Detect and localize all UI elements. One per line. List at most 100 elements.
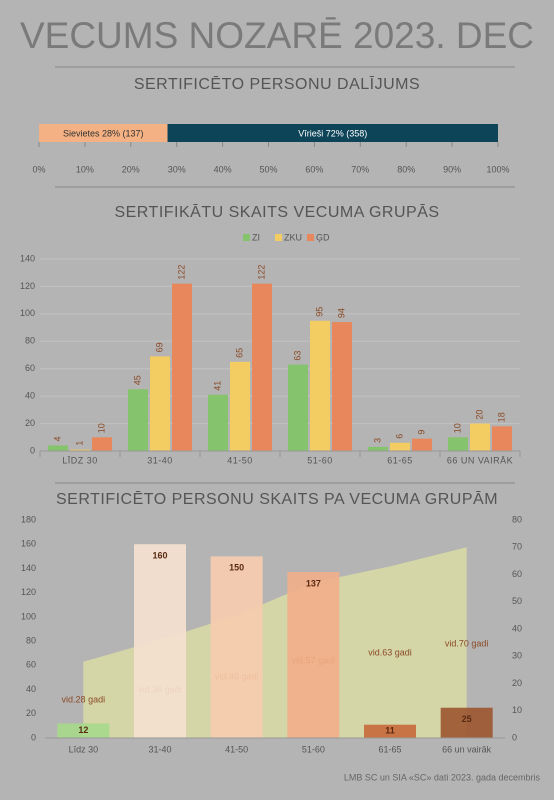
legend-label: ĢD: [316, 232, 330, 242]
segment-label: Sievietes 28% (137): [63, 128, 144, 138]
bar: [92, 437, 112, 451]
data-label: 10: [96, 423, 106, 433]
x-tick-label: 31-40: [147, 455, 173, 465]
y-tick-label: 80: [26, 635, 36, 645]
chart-title: SERTIFICĒTO PERSONU DALĪJUMS: [134, 75, 420, 93]
y2-tick-label: 70: [512, 542, 522, 552]
area-label: vid.28 gadi: [62, 694, 106, 704]
bar-segment: [167, 124, 498, 142]
x-tick-label: 50%: [259, 164, 277, 174]
bar: [310, 320, 330, 451]
y2-tick-label: 30: [512, 651, 522, 661]
y-tick-label: 140: [20, 253, 35, 263]
x-tick-label: 0%: [32, 164, 45, 174]
bar: [70, 449, 90, 451]
y-tick-label: 120: [20, 281, 35, 291]
x-tick-label: LĪDZ 30: [62, 455, 98, 465]
x-tick-label: 70%: [351, 164, 369, 174]
x-tick-label: 31-40: [148, 744, 171, 754]
y2-tick-label: 60: [512, 569, 522, 579]
legend-label: ZKU: [284, 232, 302, 242]
y2-tick-label: 10: [512, 705, 522, 715]
bar: [210, 556, 263, 738]
data-label: 25: [462, 714, 472, 724]
y-tick-label: 120: [21, 587, 36, 597]
x-tick-label: 90%: [443, 164, 461, 174]
y-tick-label: 100: [20, 308, 35, 318]
x-tick-label: 80%: [397, 164, 415, 174]
x-tick-label: 41-50: [227, 455, 253, 465]
bar: [208, 394, 228, 451]
bar: [412, 438, 432, 451]
legend-swatch: [307, 234, 314, 241]
y2-tick-label: 80: [512, 514, 522, 524]
y-tick-label: 20: [25, 418, 35, 428]
data-label: 3: [372, 438, 382, 443]
y-tick-label: 0: [31, 732, 36, 742]
y-tick-label: 140: [21, 563, 36, 573]
data-label: 10: [452, 423, 462, 433]
y2-tick-label: 20: [512, 678, 522, 688]
x-tick-label: 20%: [122, 164, 140, 174]
legend-swatch: [243, 234, 250, 241]
data-label: 95: [314, 307, 324, 317]
data-label: 18: [496, 412, 506, 422]
y-tick-label: 60: [26, 660, 36, 670]
data-label: 150: [229, 563, 244, 573]
data-label: 1: [74, 441, 84, 446]
data-label: 65: [234, 348, 244, 358]
bar: [172, 283, 192, 451]
data-label: 137: [306, 578, 321, 588]
area-label: vid.63 gadi: [368, 647, 412, 657]
x-tick-label: 66 un vairāk: [442, 744, 492, 754]
y2-tick-label: 50: [512, 596, 522, 606]
x-tick-label: 60%: [305, 164, 323, 174]
data-label: 63: [292, 351, 302, 361]
y-tick-label: 40: [26, 684, 36, 694]
bar: [492, 426, 512, 451]
y-tick-label: 60: [25, 363, 35, 373]
bar: [57, 723, 110, 738]
y-tick-label: 40: [25, 391, 35, 401]
data-label: 94: [336, 308, 346, 318]
bar: [150, 356, 170, 451]
chart-title: SERTIFICĒTO PERSONU SKAITS PA VECUMA GRU…: [56, 490, 498, 508]
x-tick-label: 66 UN VAIRĀK: [447, 455, 513, 465]
data-label: 122: [176, 265, 186, 280]
x-tick-label: 61-65: [387, 455, 413, 465]
data-label: 11: [385, 726, 395, 736]
y-tick-label: 80: [25, 336, 35, 346]
bar: [134, 544, 186, 738]
x-tick-label: 51-60: [302, 744, 325, 754]
source-note: LMB SC un SIA «SC» dati 2023. gada decem…: [344, 772, 541, 782]
bar: [448, 437, 468, 451]
bar: [230, 361, 250, 451]
x-tick-label: 40%: [214, 164, 232, 174]
data-label: 20: [474, 410, 484, 420]
bar-segment: [39, 124, 168, 142]
bar: [252, 283, 272, 451]
x-tick-label: 30%: [168, 164, 186, 174]
data-label: 41: [212, 381, 222, 391]
bar: [390, 442, 410, 451]
y-tick-label: 160: [21, 539, 36, 549]
data-label: 122: [256, 265, 266, 280]
y-tick-label: 20: [26, 708, 36, 718]
x-tick-label: 41-50: [225, 744, 248, 754]
x-tick-label: 10%: [76, 164, 94, 174]
bar: [48, 445, 68, 451]
chart-title: SERTIFIKĀTU SKAITS VECUMA GRUPĀS: [114, 203, 439, 221]
y-tick-label: 100: [21, 611, 36, 621]
bar: [368, 446, 388, 451]
area-label: vid.70 gadi: [445, 638, 489, 648]
y2-tick-label: 40: [512, 623, 522, 633]
y-tick-label: 180: [21, 514, 36, 524]
x-tick-label: 100%: [486, 164, 509, 174]
x-tick-label: Līdz 30: [69, 744, 99, 754]
data-label: 12: [78, 725, 88, 735]
x-tick-label: 61-65: [378, 744, 401, 754]
data-label: 6: [394, 434, 404, 439]
data-label: 9: [416, 430, 426, 435]
